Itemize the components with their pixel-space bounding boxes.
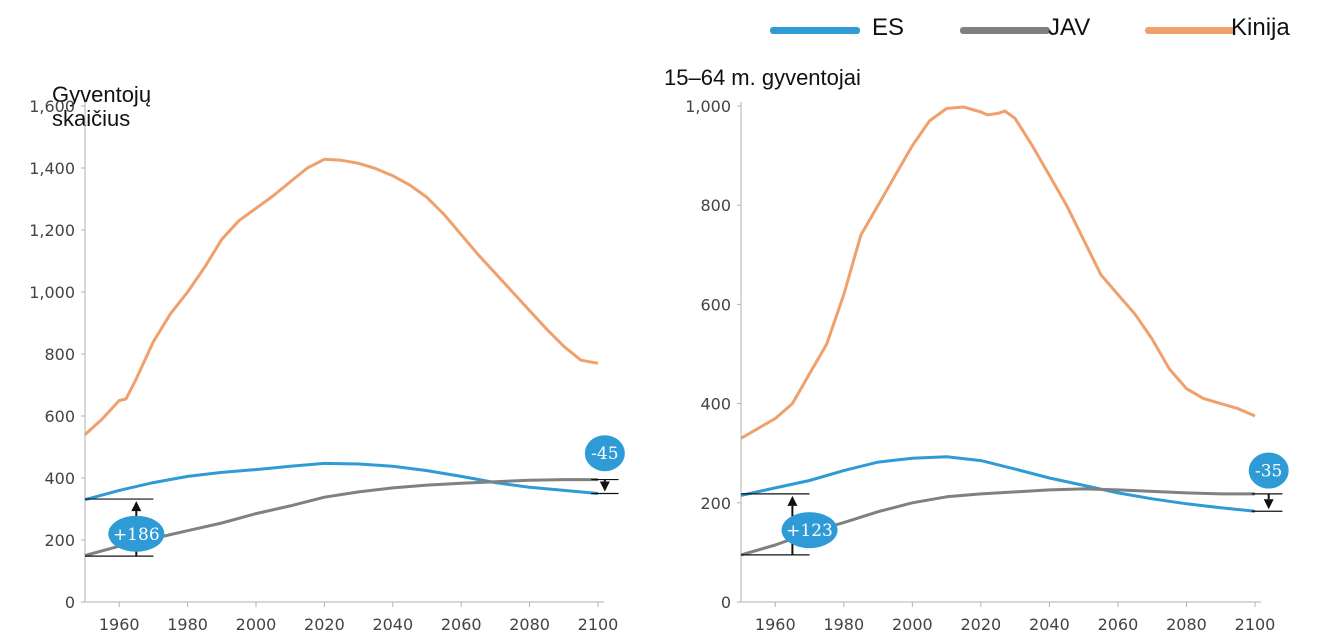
- left-series-jav-line: [84, 478, 598, 557]
- left-x-tick-label: 2040: [372, 615, 413, 634]
- right-x-tick-label: 2000: [892, 615, 933, 634]
- legend-swatch-jav: [960, 27, 1050, 34]
- left-chart-plot: 0 200 400 600 800 1,000 1,200 1,400 1,600 1960 198…: [29, 97, 625, 634]
- right-annotation-0-badge: [781, 512, 838, 549]
- left-annotation-0-arrow-head: [131, 501, 142, 512]
- right-annotation-0-arrow-head: [787, 495, 798, 506]
- right-chart-ylabel-line1: 15–64 m. gyventojai: [664, 65, 861, 90]
- left-y-tick-label: 1,400: [29, 159, 75, 178]
- right-y-tick-label: 800: [700, 196, 731, 215]
- left-x-tick-label: 1980: [167, 615, 208, 634]
- left-y-tick-label: 400: [44, 469, 75, 488]
- left-x-tick-label: 2100: [578, 615, 619, 634]
- left-chart-ylabel: Gyventojų skaičius: [52, 83, 151, 131]
- right-y-tick-label: 1,000: [685, 97, 731, 116]
- right-x-tick-label: 2020: [961, 615, 1002, 634]
- right-chart-ylabel: 15–64 m. gyventojai: [664, 66, 861, 90]
- right-x-tick-label: 1960: [755, 615, 796, 634]
- right-series-es-line: [740, 455, 1256, 513]
- left-annotation-1-badge: [584, 435, 625, 472]
- left-chart-ylabel-line1: Gyventojų: [52, 82, 152, 107]
- right-annotation-1-badge: [1248, 452, 1289, 489]
- left-annotation-0-badge-label: +186: [113, 525, 160, 545]
- left-y-tick-label: 1,200: [29, 221, 75, 240]
- right-x-tick-label: 1980: [823, 615, 864, 634]
- right-x-tick-label: 2040: [1029, 615, 1070, 634]
- left-x-tick-label: 2020: [304, 615, 345, 634]
- right-annotation-1-badge-label: -35: [1255, 462, 1282, 482]
- left-x-tick-label: 2060: [441, 615, 482, 634]
- left-series-kinija-line: [83, 157, 599, 436]
- left-chart-ylabel-line2: skaičius: [52, 106, 131, 131]
- left-y-tick-label: 800: [44, 345, 75, 364]
- left-annotation-0-badge: [108, 515, 165, 552]
- chart-legend: ES JAV Kinija: [770, 10, 1315, 50]
- left-annotation-1-badge-label: -45: [591, 444, 618, 464]
- right-chart-plot: 0 200 400 600 800 1,000 1960 1980 2000 2020 2040 20…: [685, 97, 1289, 634]
- right-annotation-1-arrow-head: [1263, 499, 1274, 510]
- left-y-tick-label: 200: [44, 531, 75, 550]
- right-x-tick-label: 2100: [1235, 615, 1276, 634]
- right-annotation-0-badge-label: +123: [786, 521, 833, 541]
- legend-label-kinija: Kinija: [1231, 14, 1290, 41]
- right-y-tick-label: 600: [700, 295, 731, 314]
- legend-swatch-kinija: [1145, 27, 1235, 34]
- left-y-tick-label: 0: [65, 593, 75, 612]
- left-x-tick-label: 2000: [236, 615, 277, 634]
- left-y-tick-label: 1,600: [29, 97, 75, 116]
- legend-swatch-es: [770, 27, 860, 34]
- right-series-kinija-line: [740, 105, 1256, 440]
- left-series-es-line: [84, 461, 599, 502]
- left-y-tick-label: 1,000: [29, 283, 75, 302]
- right-x-tick-label: 2080: [1166, 615, 1207, 634]
- left-annotation-1-arrow-head: [599, 481, 610, 492]
- legend-label-jav: JAV: [1048, 14, 1091, 41]
- legend-label-es: ES: [872, 14, 905, 41]
- right-y-tick-label: 0: [721, 593, 731, 612]
- left-x-tick-label: 1960: [99, 615, 140, 634]
- left-x-tick-label: 2080: [509, 615, 550, 634]
- right-y-tick-label: 400: [700, 395, 731, 414]
- left-y-tick-label: 600: [44, 407, 75, 426]
- right-y-tick-label: 200: [700, 494, 731, 513]
- right-x-tick-label: 2060: [1098, 615, 1139, 634]
